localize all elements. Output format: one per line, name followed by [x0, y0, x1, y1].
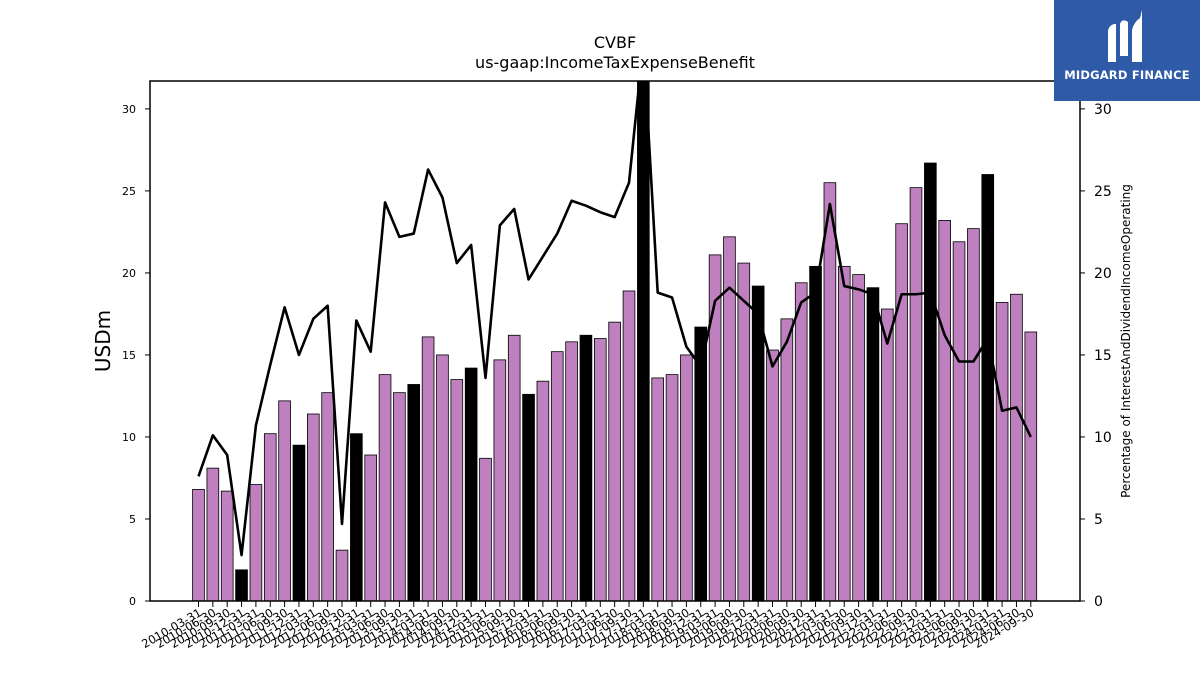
bar [881, 308, 894, 601]
y2-tick-label: 25 [1094, 184, 1112, 200]
bar [263, 433, 277, 601]
bar [220, 490, 234, 601]
bar [794, 282, 808, 601]
y2-tick-label: 30 [1094, 102, 1112, 118]
y-tick-label: 0 [129, 595, 136, 608]
bar [680, 354, 693, 601]
midgard-logo-icon [1108, 10, 1142, 62]
bar [321, 392, 334, 601]
bar [823, 182, 837, 601]
chart-subtitle: us-gaap:IncomeTaxExpenseBenefit [475, 53, 755, 72]
series-line [197, 81, 1032, 557]
bar [192, 489, 205, 601]
bar [206, 467, 220, 601]
bar [981, 174, 995, 601]
x-axis: 2010-03-312010-06-302010-09-302010-12-31… [139, 601, 1036, 651]
bar [866, 287, 880, 601]
y2-axis-label: Percentage of InterestAndDividendIncomeO… [1119, 184, 1133, 498]
bar [665, 374, 679, 601]
chart-title: CVBF [594, 33, 636, 52]
left-y-axis: 0 5 10 15 20 25 30 [122, 103, 150, 608]
bar [249, 484, 263, 601]
bar [464, 367, 478, 601]
y2-tick-label: 15 [1094, 348, 1112, 364]
bar [407, 384, 421, 601]
bar [364, 454, 377, 601]
bar [235, 569, 248, 601]
bar [522, 393, 535, 601]
bar [708, 254, 722, 601]
bar [507, 334, 521, 601]
bar [694, 326, 708, 601]
y2-tick-label: 10 [1094, 430, 1112, 446]
bar [766, 349, 779, 601]
bar [393, 392, 406, 601]
y-tick-label: 15 [122, 349, 136, 362]
bar [378, 374, 392, 601]
bar [436, 354, 449, 601]
right-y-axis: 0 5 10 15 20 25 30 [1080, 102, 1112, 610]
bar [594, 338, 607, 601]
y-axis-label: USDm [91, 310, 115, 372]
bar [809, 265, 822, 601]
bar [995, 302, 1009, 601]
bar [450, 379, 464, 601]
bar [967, 228, 980, 601]
bar [1010, 293, 1023, 601]
brand-logo: MIDGARD FINANCE [1054, 0, 1200, 101]
bar [550, 351, 564, 601]
bar [723, 236, 736, 601]
bar [421, 336, 435, 601]
bar [651, 377, 664, 601]
bar [608, 321, 621, 601]
bar [924, 162, 937, 601]
bar [1024, 331, 1038, 601]
bar [751, 285, 765, 601]
bar [579, 334, 593, 601]
bar [306, 413, 320, 601]
bar [952, 241, 966, 601]
bar [350, 433, 363, 601]
y-tick-label: 30 [122, 103, 136, 116]
y-tick-label: 10 [122, 431, 136, 444]
bar [737, 262, 751, 601]
y2-tick-label: 0 [1094, 594, 1103, 610]
bar [479, 457, 492, 601]
bar [780, 318, 794, 601]
y-tick-label: 25 [122, 185, 136, 198]
bar [837, 265, 851, 601]
bar [637, 81, 650, 601]
y2-tick-label: 5 [1094, 512, 1103, 528]
y-tick-label: 5 [129, 513, 136, 526]
bar [909, 187, 923, 601]
bar [335, 549, 349, 601]
bar [938, 220, 951, 601]
bar [493, 359, 507, 601]
bar [895, 223, 908, 601]
y-tick-label: 20 [122, 267, 136, 280]
y2-tick-label: 20 [1094, 266, 1112, 282]
bar [536, 380, 550, 601]
bar [622, 290, 636, 601]
bar-group [192, 81, 1038, 601]
bar [565, 341, 578, 601]
bar [852, 274, 865, 601]
brand-name: MIDGARD FINANCE [1064, 68, 1190, 82]
bar [292, 444, 306, 601]
bar [278, 400, 291, 601]
